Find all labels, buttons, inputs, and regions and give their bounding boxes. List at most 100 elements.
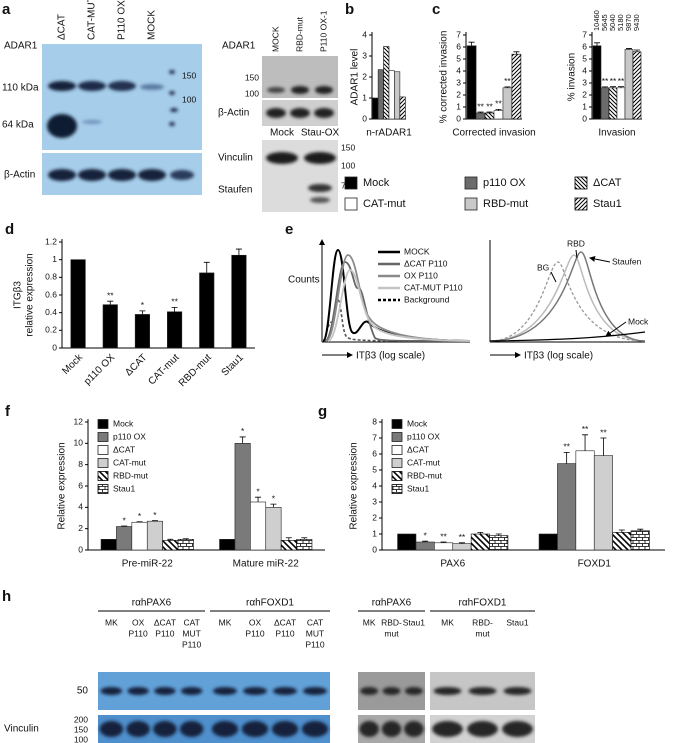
bar: [234, 443, 251, 551]
panel-label: e: [285, 221, 293, 238]
x-tick-label: Pre-miR-22: [122, 559, 174, 570]
marker-label: 150: [182, 70, 196, 80]
x-tick-label: RBD-mut: [177, 352, 214, 389]
protein-label: Staufen: [218, 185, 252, 196]
y-tick-label: 3: [582, 77, 587, 87]
bar: [100, 539, 117, 551]
y-tick-label: 5: [456, 53, 461, 63]
x-tick-label: ΔCAT: [123, 352, 149, 378]
legend-swatch: [344, 176, 358, 190]
lane-label: MK: [219, 617, 232, 627]
antibody-label: rαhPAX6: [372, 598, 412, 609]
band: [433, 687, 462, 695]
panel-label: b: [345, 1, 354, 18]
error-bar: [495, 109, 502, 111]
bar: [616, 87, 626, 120]
y-tick-label: 3: [456, 77, 461, 87]
pointer: [550, 271, 557, 283]
band: [241, 721, 269, 737]
legend-swatch: [391, 471, 403, 481]
y-tick-label: 1: [456, 101, 461, 111]
band: [153, 721, 177, 737]
bar: [231, 254, 247, 349]
error-bar: [270, 503, 277, 508]
error-bar: [637, 528, 644, 531]
error-bar: [563, 452, 570, 464]
band: [243, 687, 267, 695]
legend-swatch: [97, 484, 109, 494]
lane-label: RBD-mut: [294, 16, 304, 52]
bar: [511, 53, 522, 120]
lane-label: mut: [384, 628, 399, 638]
bar: [630, 530, 650, 551]
band: [271, 721, 299, 737]
legend-swatch: [97, 445, 109, 455]
significance: *: [153, 510, 157, 520]
marker-label: 150: [341, 142, 355, 152]
antibody-label: rαhFOXD1: [458, 598, 506, 609]
marker-label: 50: [77, 686, 89, 697]
legend-label: p110 OX: [407, 431, 440, 441]
count-label: 5040: [608, 14, 617, 31]
protein-label: ADAR1: [222, 41, 256, 52]
y-axis-label: Relative expression: [57, 442, 68, 529]
legend-swatch: [391, 484, 403, 494]
bands: [47, 70, 178, 138]
legend-label: RBD-mut: [483, 198, 528, 210]
error-bar: [495, 533, 502, 536]
panel-label: c: [432, 1, 440, 18]
histogram: [322, 299, 471, 342]
lane-label: ΔCAT: [154, 617, 176, 627]
legend-swatch: [97, 432, 109, 442]
band: [154, 687, 176, 695]
bar: [146, 520, 163, 551]
lane-label: P110: [305, 639, 324, 649]
significance: *: [141, 300, 145, 310]
y-tick-label: 4: [456, 65, 461, 75]
pointer: [605, 321, 627, 337]
band: [100, 687, 123, 695]
error-bar: [440, 541, 447, 543]
significance: **: [602, 76, 609, 86]
histogram: [327, 269, 471, 342]
bar: [219, 539, 236, 551]
significance: **: [504, 76, 511, 86]
panel-label: g: [318, 403, 327, 420]
legend-label: Mock: [407, 418, 428, 428]
y-tick-label: 12: [74, 416, 84, 426]
lane-label: Stau-OX: [301, 128, 340, 139]
band: [179, 721, 204, 737]
bar: [388, 70, 395, 120]
y-tick-label: 4: [582, 65, 587, 75]
error-bar: [136, 521, 143, 523]
pointer: [589, 256, 611, 263]
y-axis-label: % invasion: [567, 53, 578, 101]
panel-label: d: [5, 221, 14, 238]
band: [99, 721, 124, 737]
bar: [265, 507, 282, 551]
error-bar: [477, 111, 484, 113]
error-bar: [602, 86, 608, 88]
error-bar: [151, 520, 158, 522]
lane-label: MK: [441, 617, 454, 627]
x-tick-label: Invasion: [598, 128, 635, 139]
legend-label: ΔCAT P110: [404, 258, 448, 268]
legend-swatch: [391, 458, 403, 468]
legend-label: CAT-MUT P110: [404, 282, 463, 292]
y-tick-label: 7: [456, 29, 461, 39]
band: [180, 687, 203, 695]
significance: *: [256, 486, 260, 496]
significance: *: [424, 530, 428, 540]
panel-a-right: ADAR1 MOCK RBD-mut P110 OX-1 150 100 β-A…: [218, 10, 355, 212]
y-axis-label: ITGβ3: [13, 281, 24, 309]
bar: [177, 539, 194, 551]
y-tick-label: 5: [582, 53, 587, 63]
y-axis-label: ADAR1 level: [350, 49, 361, 106]
lane-label: MOCK: [147, 10, 158, 40]
curve-label: Staufen: [612, 256, 642, 266]
y-tick-label: 4: [372, 480, 377, 490]
legend-swatch: [574, 197, 588, 211]
y-tick-label: 3: [372, 496, 377, 506]
legend-swatch: [464, 197, 478, 211]
